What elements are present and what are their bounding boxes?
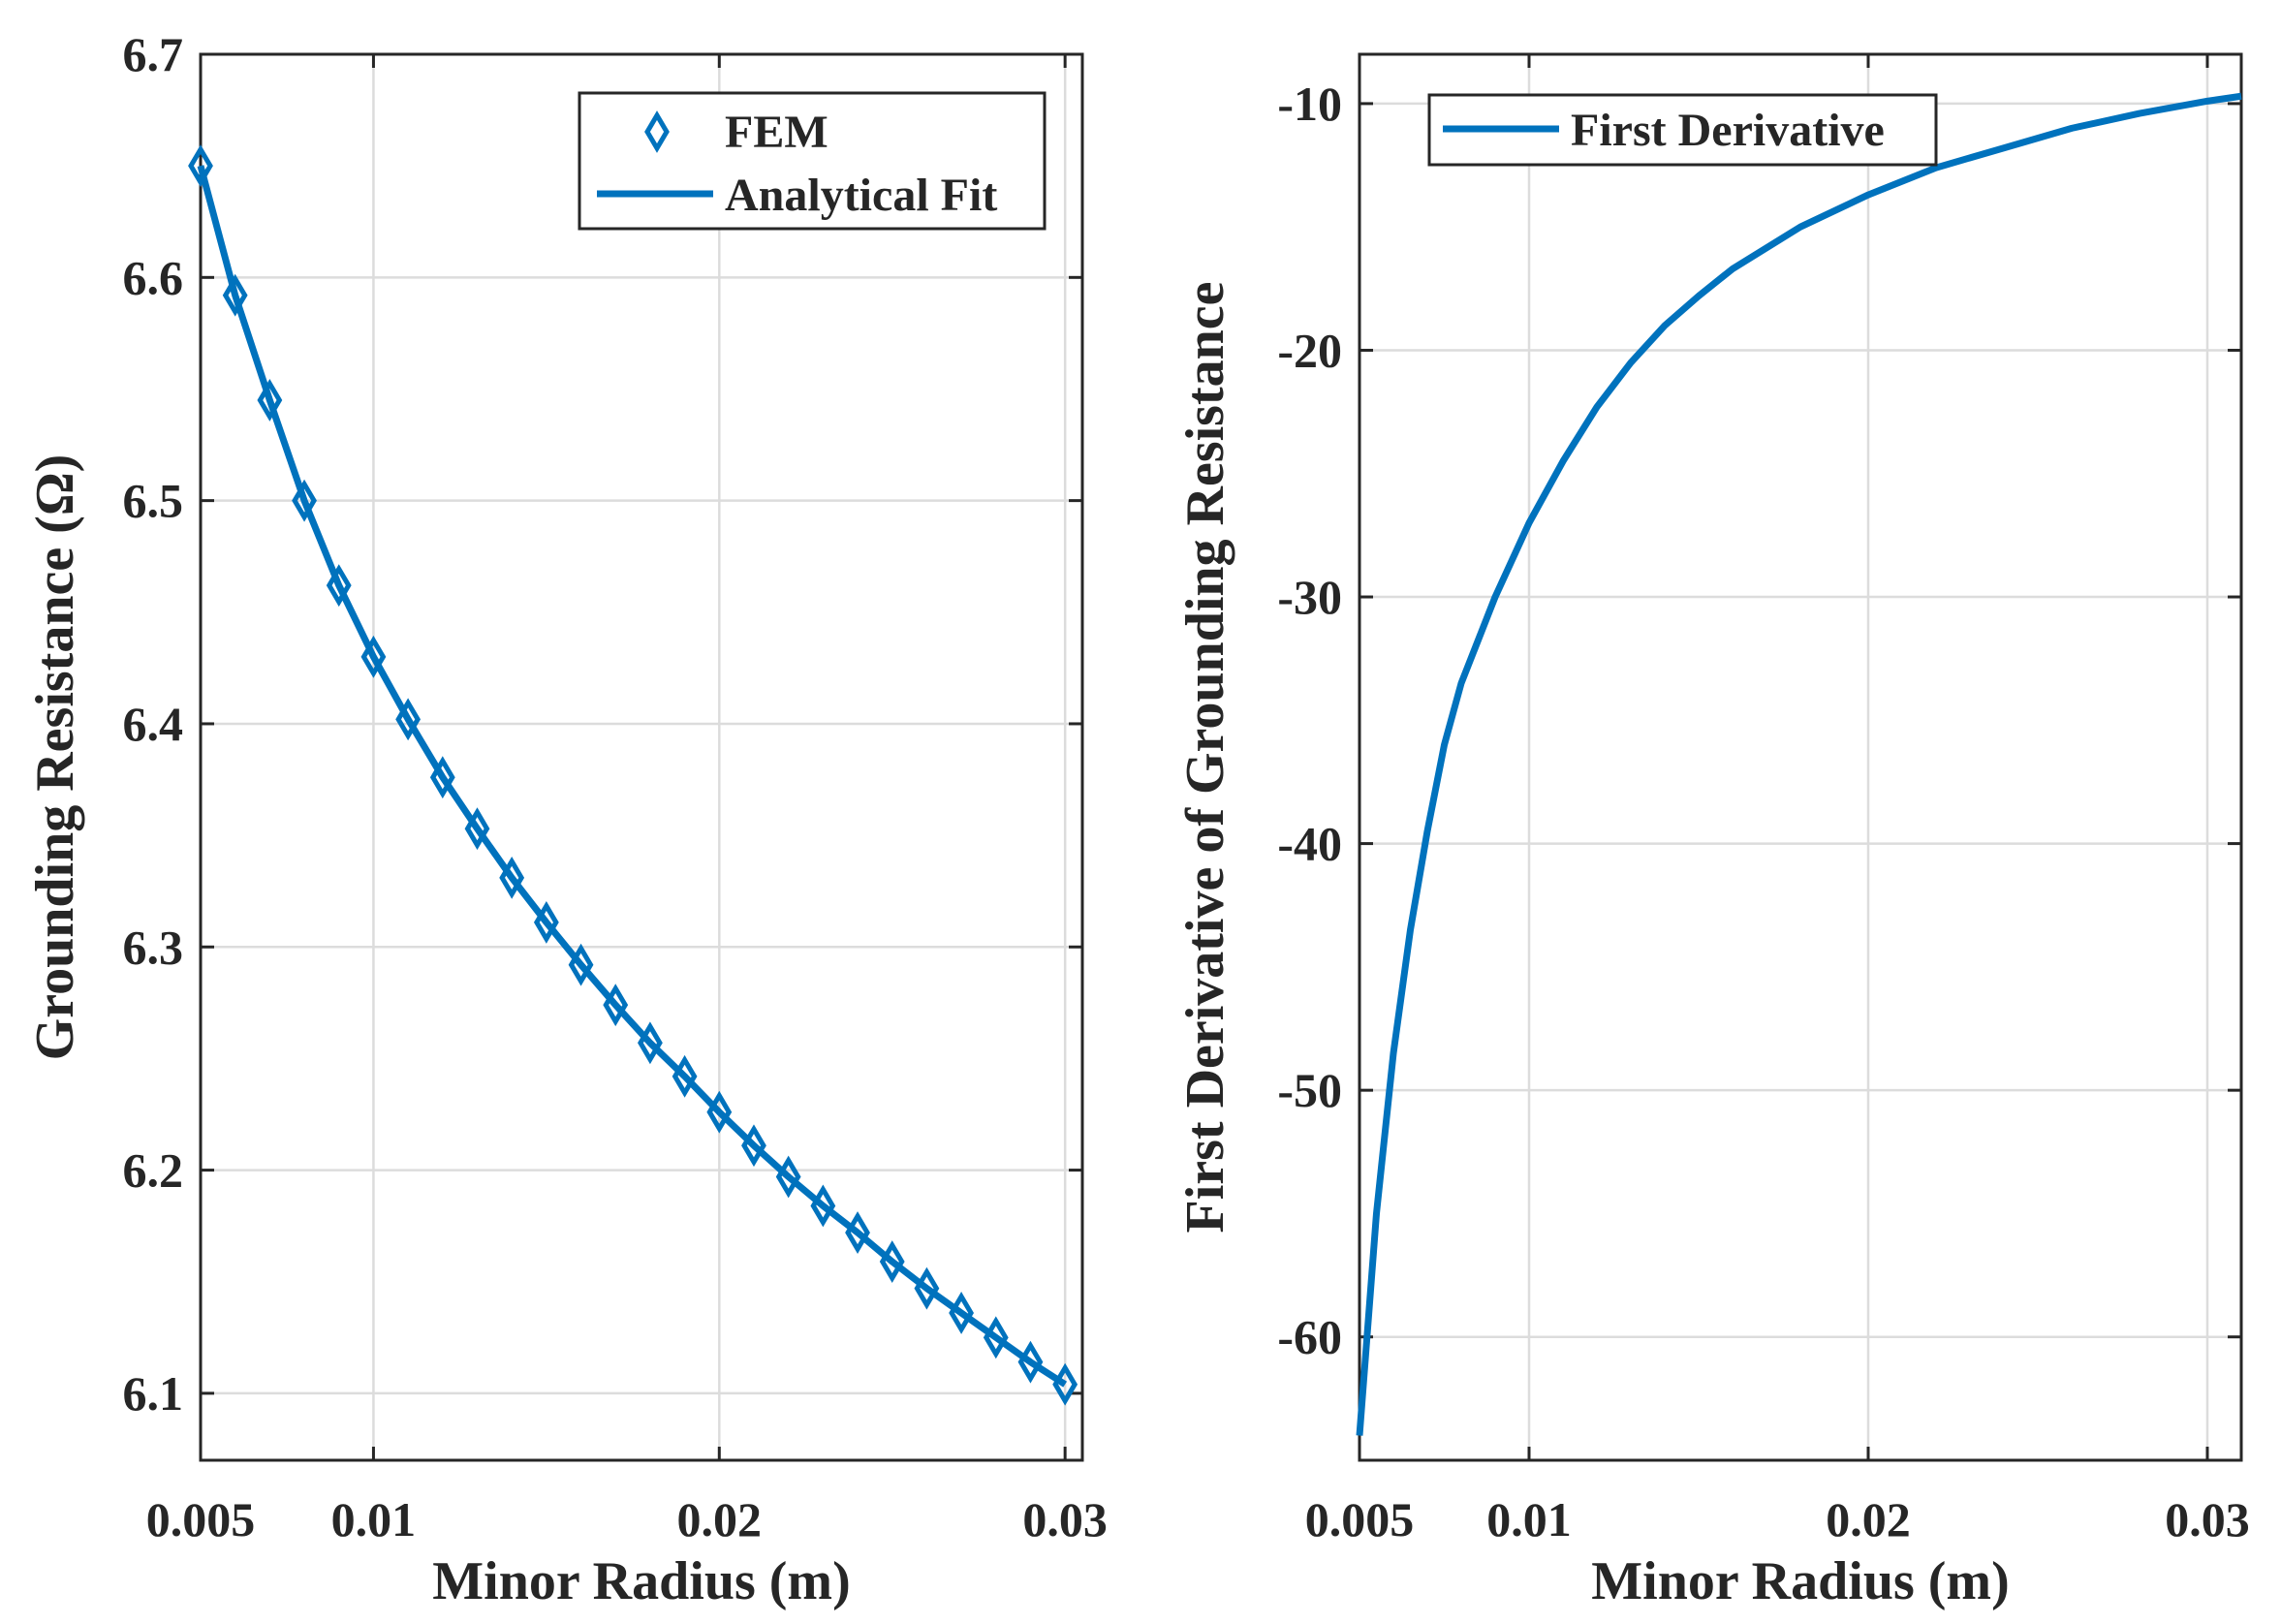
right-panel-derivative: 0.005 0.01 0.02 0.03 -60 -50 -40 -30 -20 -10 Minor… (1175, 52, 2250, 1611)
legend-label-analytical-fit: Analytical Fit (725, 170, 997, 221)
fem-marker (222, 273, 248, 317)
series-line-analytical-fit (197, 165, 1068, 1388)
y-tick-label: 6.1 (123, 1366, 184, 1421)
y-tick-label: -20 (1277, 323, 1342, 377)
y-tick-label: 6.3 (123, 920, 184, 974)
legend-marker-fem (644, 110, 670, 153)
x-tick-label: 0.03 (1022, 1492, 1108, 1546)
x-tick-label: 0.02 (1826, 1492, 1911, 1546)
fem-marker (257, 379, 283, 422)
legend-label-first-derivative: First Derivative (1571, 105, 1885, 156)
y-tick-label: -60 (1277, 1310, 1342, 1364)
plot-frame (199, 52, 1084, 1462)
y-axis-label: First Derivative of Grounding Resistance (1175, 282, 1235, 1234)
x-tick-label: 0.01 (1486, 1492, 1572, 1546)
fem-marker (292, 479, 317, 522)
fem-marker (326, 564, 352, 608)
y-tick-label: -50 (1277, 1063, 1342, 1117)
y-tick-label: -40 (1277, 817, 1342, 871)
legend-label-fem: FEM (725, 107, 828, 158)
y-tick-label: -10 (1277, 77, 1342, 131)
x-tick-label: 0.03 (2165, 1492, 2250, 1546)
x-tick-label: 0.005 (146, 1492, 256, 1546)
y-tick-label: 6.5 (123, 474, 184, 528)
y-tick-label: 6.4 (123, 697, 184, 751)
y-axis-label: Grounding Resistance (Ω) (25, 454, 85, 1061)
y-tick-label: -30 (1277, 570, 1342, 624)
x-tick-label: 0.01 (331, 1492, 417, 1546)
x-tick-label: 0.02 (677, 1492, 763, 1546)
y-tick-label: 6.6 (123, 250, 184, 304)
y-tick-label: 6.7 (123, 27, 184, 81)
x-axis-label: Minor Radius (m) (1591, 1551, 2009, 1611)
y-tick-label: 6.2 (123, 1143, 184, 1198)
x-tick-label: 0.005 (1305, 1492, 1415, 1546)
fem-marker (360, 635, 387, 678)
fem-marker (188, 144, 213, 188)
x-axis-label: Minor Radius (m) (432, 1551, 850, 1611)
series-line-first-derivative (1356, 92, 2242, 1436)
plot-frame (1358, 52, 2243, 1462)
left-panel-resistance: 0.005 0.01 0.02 0.03 6.1 6.2 6.3 6.4 6.5 6.6 6.7 Mi… (25, 27, 1108, 1611)
